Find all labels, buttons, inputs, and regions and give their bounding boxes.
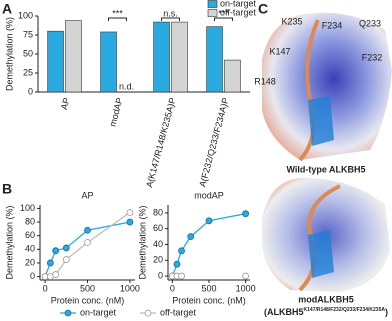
dna-helix [308, 96, 334, 146]
legend-label: on-target [220, 0, 257, 8]
significance-bracket [108, 17, 127, 21]
data-point [178, 247, 185, 255]
structure-detail: (ALKBH5K147/R148/F232/Q233/F234/K235A) [264, 307, 388, 317]
legend-label: off-target [220, 7, 256, 17]
data-point [46, 259, 54, 267]
y-axis-label: Demethylation (%) [4, 17, 14, 91]
y-tick-label: 60 [153, 223, 163, 233]
significance-bracket [161, 17, 180, 21]
y-tick-label: 80 [153, 207, 163, 217]
panel-label: C [258, 1, 268, 17]
chart-title: AP [81, 190, 93, 200]
y-tick-label: 50 [23, 48, 33, 58]
y-axis-label: Demethylation (%) [137, 205, 147, 279]
y-tick-label: 0 [30, 271, 35, 281]
y-tick-label: 80 [25, 216, 35, 226]
legend-swatch [207, 9, 218, 17]
detail-superscript: K147/R148/F232/Q233/F234/K235A [304, 307, 386, 313]
data-point [62, 256, 70, 263]
value-label: n.d. [119, 81, 134, 91]
y-tick-label: 20 [25, 257, 35, 267]
y-tick-label: 40 [153, 239, 163, 249]
x-tick-label: AP [59, 97, 72, 111]
structure-caption: Wild-type ALKBH5 [286, 164, 365, 174]
y-tick-label: 100 [20, 203, 35, 213]
residue-label: F234 [322, 20, 343, 30]
x-tick-label: 500 [80, 283, 95, 293]
y-tick-label: 25 [23, 67, 33, 77]
bar [65, 20, 82, 93]
bar [153, 21, 170, 93]
data-point [187, 233, 195, 240]
y-tick-label: 75 [23, 29, 33, 39]
y-tick-label: 0 [158, 270, 163, 280]
x-tick-label: 0 [43, 283, 48, 293]
legend-label: on-target [80, 307, 117, 317]
data-point [242, 210, 250, 218]
x-tick-label: A(K147/R148/K235A)P [144, 97, 178, 189]
data-point [205, 217, 213, 225]
bar [47, 30, 64, 93]
y-axis-label: Demethylation (%) [4, 205, 14, 279]
x-axis-label: Protein conc. (nM) [51, 295, 125, 305]
x-tick-label: A(F232/Q233/F234A)P [197, 97, 230, 189]
panel-label: A [2, 1, 12, 17]
x-tick-label: 1000 [236, 283, 256, 293]
y-tick-label: 40 [25, 244, 35, 254]
significance-label: n.s. [163, 8, 178, 18]
structure-caption: modALKBH5 [298, 294, 354, 304]
data-point [242, 272, 250, 280]
y-tick-label: 100 [18, 10, 33, 20]
significance-label: *** [112, 8, 123, 18]
data-point [126, 209, 134, 216]
y-tick-label: 60 [25, 230, 35, 240]
data-point [84, 226, 91, 234]
bar [171, 21, 188, 93]
residue-label: K147 [269, 46, 290, 56]
data-point [126, 218, 134, 226]
residue-label: R148 [254, 76, 276, 86]
legend-marker [64, 309, 72, 317]
data-point [52, 271, 60, 278]
legend-label: off-target [160, 307, 196, 317]
residue-label: F232 [362, 52, 383, 62]
x-tick-label: 500 [201, 283, 216, 293]
bar [100, 31, 117, 93]
dna-helix [308, 230, 334, 278]
data-point [178, 272, 185, 280]
y-tick-label: 20 [153, 255, 163, 265]
x-axis-label: Protein conc. (nM) [172, 295, 246, 305]
residue-label: K235 [281, 16, 302, 26]
data-point [62, 244, 70, 252]
legend-marker [144, 309, 152, 317]
legend-swatch [207, 0, 218, 8]
x-tick-label: modAP [107, 97, 124, 128]
chart-title: modAP [194, 190, 224, 200]
y-tick-label: 0 [28, 86, 33, 96]
panel-label: B [2, 181, 12, 197]
data-point [52, 247, 60, 255]
bar [224, 59, 241, 93]
x-tick-label: 0 [170, 283, 175, 293]
bar [206, 26, 223, 93]
detail-suffix: ) [385, 307, 388, 317]
structure-surface [262, 12, 392, 161]
data-point [84, 239, 91, 246]
detail-prefix: (ALKBH5 [264, 307, 304, 317]
residue-label: Q233 [359, 18, 381, 28]
data-point [173, 260, 181, 268]
x-tick-label: 1000 [120, 283, 140, 293]
significance-label: *** [218, 8, 229, 18]
significance-bracket [214, 17, 233, 21]
